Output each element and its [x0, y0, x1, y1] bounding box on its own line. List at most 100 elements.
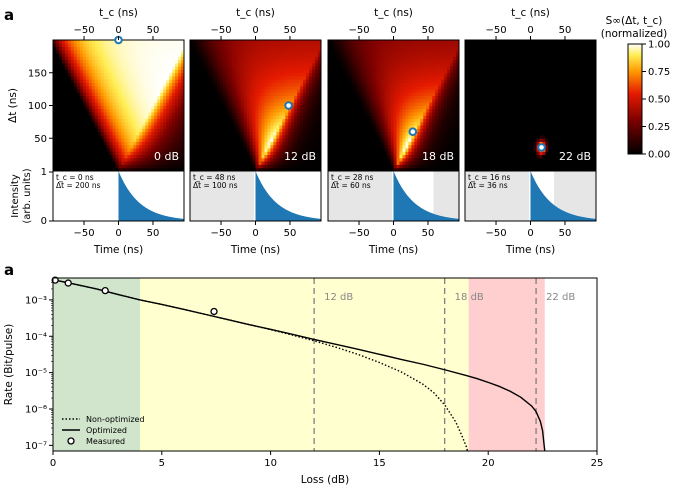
heatmap-cell	[124, 46, 128, 51]
heatmap-cell	[279, 95, 283, 100]
heatmap-cell	[97, 46, 102, 51]
heatmap-cell	[154, 98, 158, 103]
heatmap-cell	[201, 134, 206, 139]
heatmap-cell	[252, 144, 256, 149]
heatmap-cell	[312, 141, 316, 146]
heatmap-cell	[450, 66, 454, 70]
heatmap-cell	[333, 154, 338, 159]
heatmap-cell	[219, 154, 224, 159]
heatmap-cell	[246, 138, 250, 142]
heatmap-cell	[82, 141, 87, 146]
heatmap-cell	[55, 157, 60, 162]
heatmap-cell	[453, 144, 457, 149]
heatmap-cell	[405, 134, 409, 139]
heatmap-cell	[204, 154, 209, 159]
heatmap-cell	[360, 95, 365, 100]
heatmap-cell	[450, 141, 454, 146]
heatmap-cell	[103, 148, 107, 152]
heatmap-cell	[213, 69, 218, 74]
heatmap-cell	[219, 92, 224, 97]
heatmap-cell	[279, 53, 283, 57]
heatmap-cell	[300, 66, 304, 70]
heatmap-cell	[130, 49, 134, 54]
heatmap-cell	[160, 148, 164, 152]
heatmap-cell	[133, 157, 137, 162]
heatmap-cell	[124, 40, 128, 44]
heatmap-cell	[291, 85, 295, 90]
heatmap-cell	[175, 125, 179, 129]
heatmap-cell	[237, 128, 242, 133]
heatmap-cell	[53, 62, 57, 67]
heatmap-cell	[249, 66, 253, 70]
heatmap-cell	[348, 154, 353, 159]
heatmap-cell	[204, 148, 209, 152]
heatmap-cell	[213, 115, 218, 119]
heatmap-cell	[192, 89, 197, 93]
heatmap-cell	[145, 154, 149, 159]
heatmap-cell	[169, 148, 173, 152]
heatmap-cell	[115, 167, 119, 172]
heatmap-cell	[88, 66, 93, 70]
heatmap-cell	[354, 108, 359, 113]
heatmap-cell	[112, 66, 116, 70]
heatmap-cell	[402, 85, 406, 90]
heatmap-cell	[351, 118, 356, 123]
heatmap-cell	[252, 89, 256, 93]
heatmap-cell	[288, 43, 292, 47]
heatmap-cell	[115, 49, 119, 54]
heatmap-cell	[124, 151, 128, 156]
bottom-tick-label: 0	[115, 228, 121, 239]
heatmap-cell	[82, 76, 87, 80]
heatmap-cell	[438, 134, 442, 139]
heatmap-cell	[175, 161, 179, 165]
heatmap-cell	[94, 85, 99, 90]
heatmap-cell	[133, 148, 137, 152]
heatmap-cell	[175, 112, 179, 116]
heatmap-cell	[384, 128, 388, 133]
heatmap-cell	[279, 56, 283, 61]
heatmap-cell	[333, 125, 338, 129]
heatmap-cell	[190, 62, 194, 67]
heatmap-cell	[151, 59, 155, 64]
heatmap-cell	[309, 66, 313, 70]
heatmap-cell	[94, 128, 99, 133]
heatmap-cell	[201, 148, 206, 152]
heatmap-cell	[100, 105, 105, 110]
heatmap-cell	[435, 144, 439, 149]
heatmap-cell	[255, 79, 259, 83]
heatmap-cell	[145, 92, 149, 97]
heatmap-cell	[136, 115, 140, 119]
heatmap-cell	[213, 144, 218, 149]
heatmap-cell	[228, 85, 233, 90]
heatmap-cell	[79, 66, 84, 70]
heatmap-cell	[234, 89, 239, 93]
heatmap-cell	[351, 121, 356, 126]
heatmap-cell	[201, 164, 206, 169]
heatmap-cell	[94, 95, 99, 100]
heatmap-cell	[151, 69, 155, 74]
heatmap-cell	[166, 154, 170, 159]
heatmap-cell	[384, 118, 388, 123]
heatmap-cell	[97, 134, 102, 139]
heatmap-cell	[246, 62, 250, 67]
heatmap-cell	[441, 151, 445, 156]
heatmap-cell	[342, 76, 347, 80]
heatmap-cell	[252, 43, 256, 47]
heatmap-cell	[160, 157, 164, 162]
heatmap-cell	[306, 56, 310, 61]
heatmap-cell	[432, 115, 436, 119]
heatmap-cell	[240, 108, 244, 113]
heatmap-cell	[312, 115, 316, 119]
heatmap-cell	[390, 102, 394, 106]
heatmap-cell	[408, 82, 412, 87]
heatmap-cell	[363, 72, 368, 77]
heatmap-cell	[198, 167, 203, 172]
heatmap-cell	[85, 82, 90, 87]
heatmap-cell	[366, 161, 371, 165]
heatmap-cell	[136, 46, 140, 51]
heatmap-cell	[414, 148, 418, 152]
heatmap-cell	[157, 95, 161, 100]
heatmap-cell	[82, 161, 87, 165]
heatmap-cell	[216, 79, 221, 83]
heatmap-cell	[237, 167, 242, 172]
